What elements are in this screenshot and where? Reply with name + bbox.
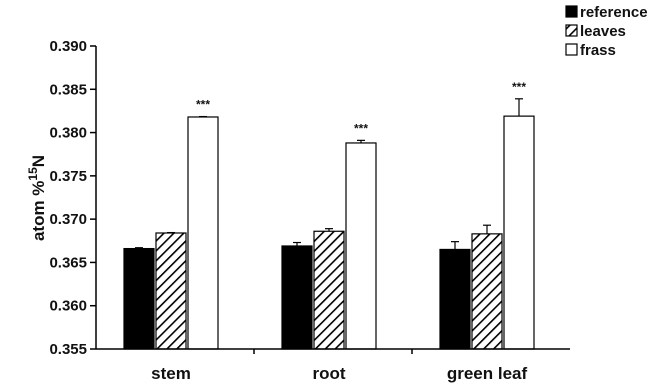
y-tick-label: 0.360 xyxy=(49,298,87,315)
significance-label: *** xyxy=(512,80,526,94)
bar-leaves-root xyxy=(313,230,345,350)
legend-swatch-leaves xyxy=(565,24,578,37)
y-axis-title-superscript: 15 xyxy=(26,167,40,181)
bar-reference-stem xyxy=(123,247,155,350)
legend-label-reference: reference xyxy=(580,4,648,21)
y-tick-label: 0.375 xyxy=(49,168,87,185)
legend-label-leaves: leaves xyxy=(580,23,626,40)
legend-swatch-reference xyxy=(565,5,578,18)
x-category-label: stem xyxy=(151,364,191,383)
y-axis: 0.355 0.360 0.365 0.370 0.375 0.380 0.385 0.390 xyxy=(49,38,97,358)
legend: reference leaves frass xyxy=(565,4,648,59)
y-tick-label: 0.355 xyxy=(49,341,87,358)
y-tick-label: 0.380 xyxy=(49,125,87,142)
bars: *** *** *** xyxy=(123,80,535,350)
y-tick-label: 0.365 xyxy=(49,254,87,271)
bar-frass-root xyxy=(345,142,377,350)
y-axis-title-suffix: N xyxy=(29,155,48,167)
x-axis: stem root green leaf xyxy=(96,348,570,383)
bar-reference-green-leaf xyxy=(439,248,471,350)
bar-reference-root xyxy=(281,245,313,350)
y-tick-label: 0.390 xyxy=(49,38,87,55)
y-axis-title-prefix: atom % xyxy=(29,181,48,241)
legend-label-frass: frass xyxy=(580,42,616,59)
y-axis-title: atom %15N xyxy=(26,155,48,241)
bar-leaves-green-leaf xyxy=(471,233,503,350)
significance-label: *** xyxy=(196,98,210,112)
y-tick-label: 0.370 xyxy=(49,211,87,228)
x-category-label: green leaf xyxy=(447,364,528,383)
y-tick-label: 0.385 xyxy=(49,81,87,98)
legend-swatch-frass xyxy=(565,43,578,56)
bar-frass-green-leaf xyxy=(503,115,535,350)
x-category-label: root xyxy=(312,364,345,383)
significance-label: *** xyxy=(354,121,368,135)
bar-leaves-stem xyxy=(155,232,187,350)
bar-frass-stem xyxy=(187,116,219,350)
